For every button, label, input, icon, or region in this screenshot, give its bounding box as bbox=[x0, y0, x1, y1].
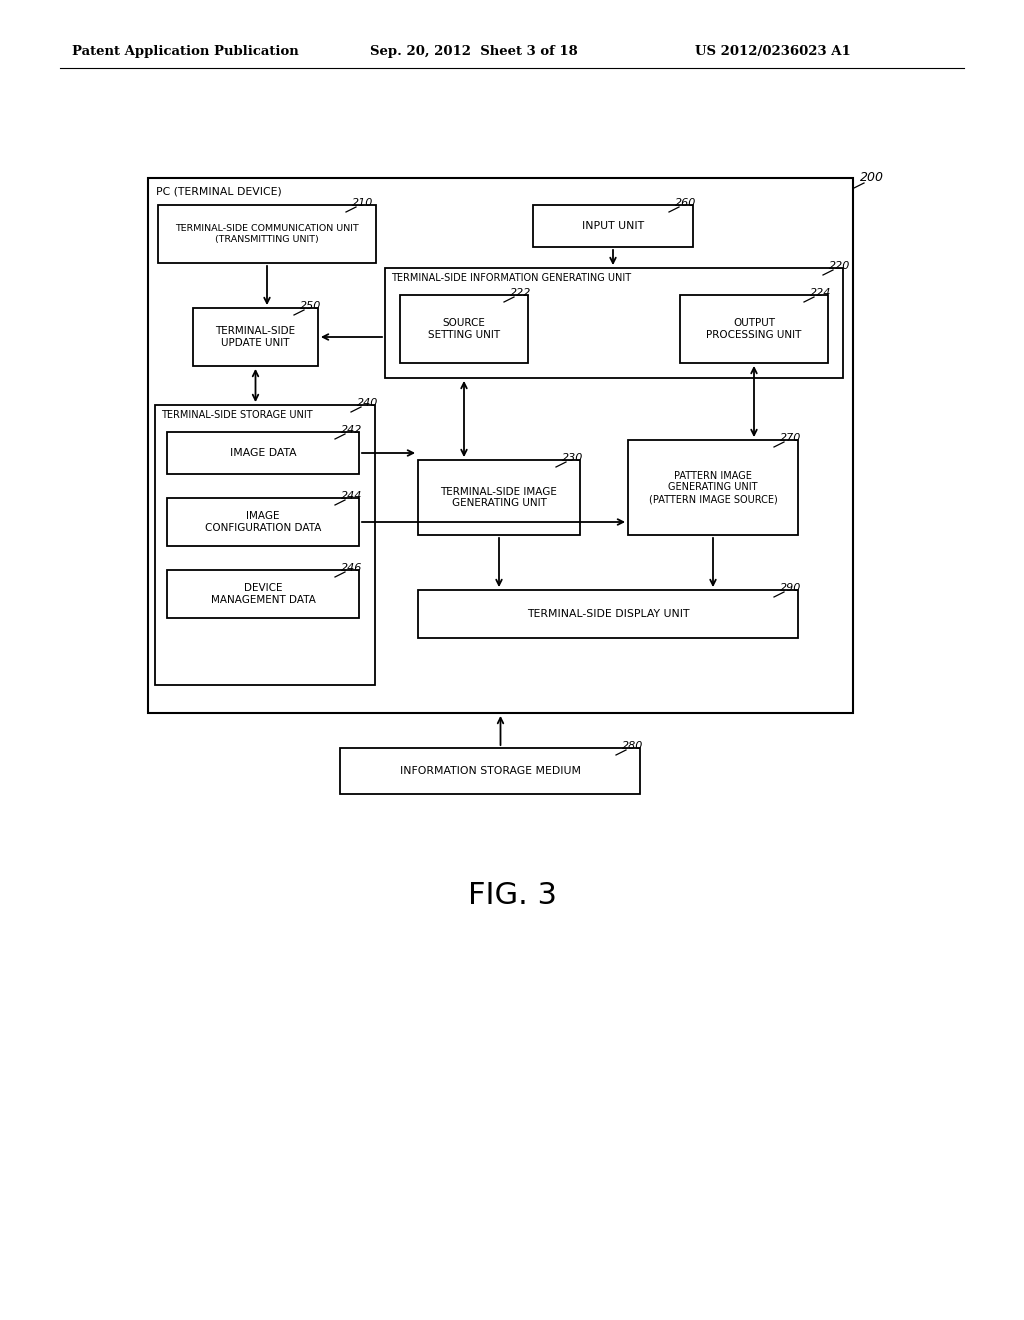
Text: 244: 244 bbox=[341, 491, 362, 502]
Text: 210: 210 bbox=[352, 198, 374, 209]
Text: IMAGE DATA: IMAGE DATA bbox=[229, 447, 296, 458]
Text: 250: 250 bbox=[300, 301, 322, 312]
Text: TERMINAL-SIDE COMMUNICATION UNIT
(TRANSMITTING UNIT): TERMINAL-SIDE COMMUNICATION UNIT (TRANSM… bbox=[175, 224, 358, 244]
Bar bbox=[167, 498, 359, 546]
Text: INFORMATION STORAGE MEDIUM: INFORMATION STORAGE MEDIUM bbox=[399, 766, 581, 776]
Text: 240: 240 bbox=[357, 399, 379, 408]
Text: 242: 242 bbox=[341, 425, 362, 436]
Text: 230: 230 bbox=[562, 453, 584, 463]
Text: PATTERN IMAGE
GENERATING UNIT
(PATTERN IMAGE SOURCE): PATTERN IMAGE GENERATING UNIT (PATTERN I… bbox=[648, 471, 777, 504]
Text: 200: 200 bbox=[860, 172, 884, 183]
Text: FIG. 3: FIG. 3 bbox=[468, 880, 556, 909]
Bar bbox=[385, 268, 843, 378]
Bar bbox=[418, 590, 798, 638]
Text: Sep. 20, 2012  Sheet 3 of 18: Sep. 20, 2012 Sheet 3 of 18 bbox=[370, 45, 578, 58]
Text: TERMINAL-SIDE
UPDATE UNIT: TERMINAL-SIDE UPDATE UNIT bbox=[215, 326, 296, 347]
Text: INPUT UNIT: INPUT UNIT bbox=[582, 220, 644, 231]
Text: 224: 224 bbox=[810, 288, 831, 298]
Text: TERMINAL-SIDE STORAGE UNIT: TERMINAL-SIDE STORAGE UNIT bbox=[161, 411, 312, 420]
Text: SOURCE
SETTING UNIT: SOURCE SETTING UNIT bbox=[428, 318, 500, 339]
Text: TERMINAL-SIDE INFORMATION GENERATING UNIT: TERMINAL-SIDE INFORMATION GENERATING UNI… bbox=[391, 273, 631, 282]
Text: TERMINAL-SIDE DISPLAY UNIT: TERMINAL-SIDE DISPLAY UNIT bbox=[526, 609, 689, 619]
Bar bbox=[628, 440, 798, 535]
Bar bbox=[193, 308, 318, 366]
Text: DEVICE
MANAGEMENT DATA: DEVICE MANAGEMENT DATA bbox=[211, 583, 315, 605]
Text: 290: 290 bbox=[780, 583, 802, 593]
Text: IMAGE
CONFIGURATION DATA: IMAGE CONFIGURATION DATA bbox=[205, 511, 322, 533]
Text: TERMINAL-SIDE IMAGE
GENERATING UNIT: TERMINAL-SIDE IMAGE GENERATING UNIT bbox=[440, 487, 557, 508]
Text: OUTPUT
PROCESSING UNIT: OUTPUT PROCESSING UNIT bbox=[707, 318, 802, 339]
Text: 270: 270 bbox=[780, 433, 802, 444]
Text: 280: 280 bbox=[622, 741, 643, 751]
Bar bbox=[148, 178, 853, 713]
Text: PC (TERMINAL DEVICE): PC (TERMINAL DEVICE) bbox=[156, 187, 282, 197]
Bar bbox=[400, 294, 528, 363]
Bar bbox=[680, 294, 828, 363]
Bar bbox=[340, 748, 640, 795]
Text: US 2012/0236023 A1: US 2012/0236023 A1 bbox=[695, 45, 851, 58]
Text: 246: 246 bbox=[341, 564, 362, 573]
Text: 222: 222 bbox=[510, 288, 531, 298]
Text: 220: 220 bbox=[829, 261, 850, 271]
Bar bbox=[158, 205, 376, 263]
Bar bbox=[418, 459, 580, 535]
Bar bbox=[167, 432, 359, 474]
Bar bbox=[534, 205, 693, 247]
Bar bbox=[155, 405, 375, 685]
Text: Patent Application Publication: Patent Application Publication bbox=[72, 45, 299, 58]
Text: 260: 260 bbox=[675, 198, 696, 209]
Bar bbox=[167, 570, 359, 618]
